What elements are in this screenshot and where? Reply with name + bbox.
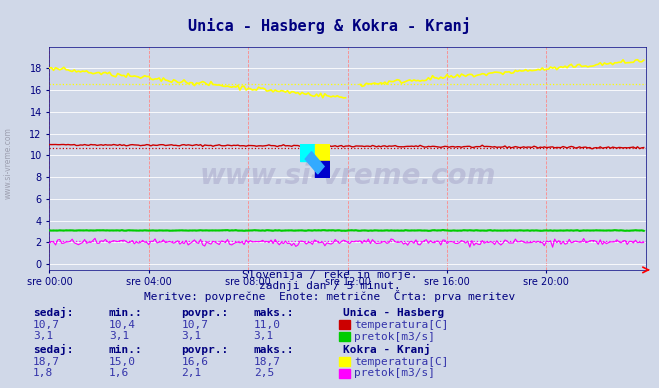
Text: min.:: min.: [109, 308, 142, 318]
Text: pretok[m3/s]: pretok[m3/s] [354, 368, 435, 378]
Text: Kokra - Kranj: Kokra - Kranj [343, 344, 430, 355]
Text: Unica - Hasberg: Unica - Hasberg [343, 308, 444, 318]
Text: www.si-vreme.com: www.si-vreme.com [3, 127, 13, 199]
Text: Unica - Hasberg & Kokra - Kranj: Unica - Hasberg & Kokra - Kranj [188, 17, 471, 34]
Bar [305, 152, 324, 174]
Text: 3,1: 3,1 [33, 331, 53, 341]
Text: sedaj:: sedaj: [33, 307, 73, 318]
Text: povpr.:: povpr.: [181, 308, 229, 318]
Text: maks.:: maks.: [254, 345, 294, 355]
Text: temperatura[C]: temperatura[C] [354, 320, 448, 330]
Text: 3,1: 3,1 [181, 331, 202, 341]
Text: 18,7: 18,7 [33, 357, 60, 367]
Bar [300, 144, 315, 161]
Text: 3,1: 3,1 [254, 331, 274, 341]
Text: Meritve: povprečne  Enote: metrične  Črta: prva meritev: Meritve: povprečne Enote: metrične Črta:… [144, 290, 515, 302]
Text: 11,0: 11,0 [254, 320, 281, 330]
Text: Slovenija / reke in morje.: Slovenija / reke in morje. [242, 270, 417, 280]
Text: min.:: min.: [109, 345, 142, 355]
Text: sedaj:: sedaj: [33, 344, 73, 355]
Text: temperatura[C]: temperatura[C] [354, 357, 448, 367]
Text: pretok[m3/s]: pretok[m3/s] [354, 331, 435, 341]
Text: 10,7: 10,7 [33, 320, 60, 330]
Text: 1,8: 1,8 [33, 368, 53, 378]
Text: 15,0: 15,0 [109, 357, 136, 367]
Text: 10,4: 10,4 [109, 320, 136, 330]
Text: 10,7: 10,7 [181, 320, 208, 330]
Bar [315, 144, 330, 161]
Text: 18,7: 18,7 [254, 357, 281, 367]
Text: zadnji dan / 5 minut.: zadnji dan / 5 minut. [258, 281, 401, 291]
Text: 16,6: 16,6 [181, 357, 208, 367]
Text: maks.:: maks.: [254, 308, 294, 318]
Text: www.si-vreme.com: www.si-vreme.com [200, 162, 496, 190]
Text: 1,6: 1,6 [109, 368, 129, 378]
Text: povpr.:: povpr.: [181, 345, 229, 355]
Text: 2,5: 2,5 [254, 368, 274, 378]
Text: 3,1: 3,1 [109, 331, 129, 341]
Bar [315, 161, 330, 178]
Text: 2,1: 2,1 [181, 368, 202, 378]
